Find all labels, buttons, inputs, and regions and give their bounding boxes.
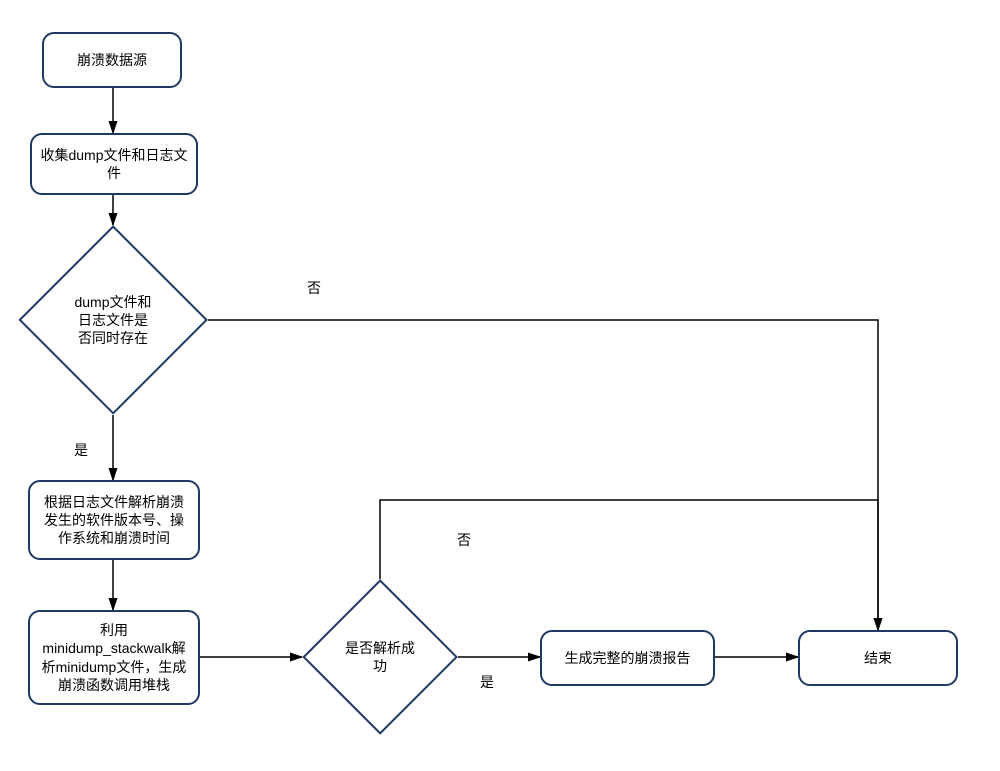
node-n6: 是否解析成 功	[302, 579, 458, 735]
node-n3: dump文件和 日志文件是 否同时存在	[18, 225, 208, 415]
edge-label: 否	[455, 530, 473, 550]
node-n5: 利用 minidump_stackwalk解 析minidump文件，生成 崩溃…	[28, 610, 200, 705]
node-n4: 根据日志文件解析崩溃 发生的软件版本号、操 作系统和崩溃时间	[28, 480, 200, 560]
node-n7: 生成完整的崩溃报告	[540, 630, 715, 686]
node-text: 崩溃数据源	[77, 51, 147, 69]
flowchart-canvas: 崩溃数据源收集dump文件和日志文 件 dump文件和 日志文件是 否同时存在根据…	[0, 0, 1000, 771]
node-text: 根据日志文件解析崩溃 发生的软件版本号、操 作系统和崩溃时间	[44, 493, 184, 548]
node-text: 结束	[864, 649, 892, 667]
node-n1: 崩溃数据源	[42, 32, 182, 88]
node-text: dump文件和 日志文件是 否同时存在	[18, 225, 208, 415]
edge-label: 是	[72, 440, 90, 460]
edge-label: 是	[478, 672, 496, 692]
node-n2: 收集dump文件和日志文 件	[30, 133, 198, 195]
node-text: 生成完整的崩溃报告	[565, 649, 691, 667]
node-text: 利用 minidump_stackwalk解 析minidump文件，生成 崩溃…	[42, 621, 187, 694]
edge-label: 否	[305, 278, 323, 298]
node-n8: 结束	[798, 630, 958, 686]
node-text: 是否解析成 功	[302, 579, 458, 735]
node-text: 收集dump文件和日志文 件	[40, 146, 187, 182]
